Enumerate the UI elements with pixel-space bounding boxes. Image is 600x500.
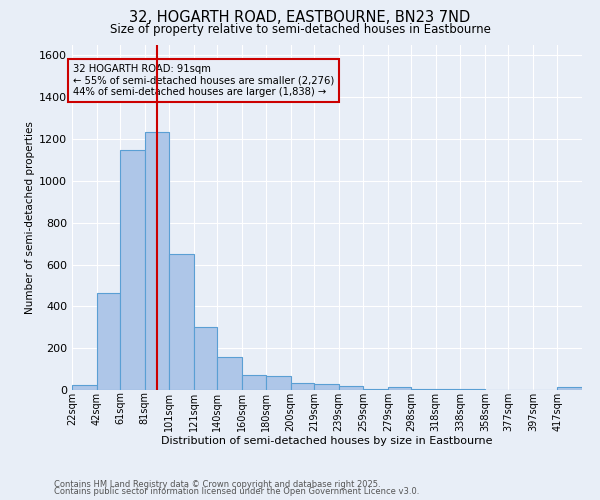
Text: Contains public sector information licensed under the Open Government Licence v3: Contains public sector information licen… xyxy=(54,487,419,496)
Bar xyxy=(460,389,485,390)
Bar xyxy=(97,293,120,390)
Bar xyxy=(314,384,338,390)
Text: Contains HM Land Registry data © Crown copyright and database right 2025.: Contains HM Land Registry data © Crown c… xyxy=(54,480,380,489)
Bar xyxy=(242,376,266,390)
Bar xyxy=(557,387,582,390)
X-axis label: Distribution of semi-detached houses by size in Eastbourne: Distribution of semi-detached houses by … xyxy=(161,436,493,446)
Bar xyxy=(266,376,291,390)
Bar xyxy=(145,132,169,390)
Bar xyxy=(217,356,242,390)
Bar xyxy=(411,389,436,390)
Y-axis label: Number of semi-detached properties: Number of semi-detached properties xyxy=(25,121,35,314)
Bar xyxy=(436,389,460,390)
Text: 32, HOGARTH ROAD, EASTBOURNE, BN23 7ND: 32, HOGARTH ROAD, EASTBOURNE, BN23 7ND xyxy=(130,10,470,25)
Bar xyxy=(291,382,314,390)
Bar xyxy=(338,386,363,390)
Bar xyxy=(169,254,194,390)
Bar xyxy=(194,328,217,390)
Bar xyxy=(120,150,145,390)
Text: 32 HOGARTH ROAD: 91sqm
← 55% of semi-detached houses are smaller (2,276)
44% of : 32 HOGARTH ROAD: 91sqm ← 55% of semi-det… xyxy=(73,64,334,97)
Bar xyxy=(388,387,411,390)
Bar xyxy=(363,389,388,390)
Bar xyxy=(72,385,97,390)
Text: Size of property relative to semi-detached houses in Eastbourne: Size of property relative to semi-detach… xyxy=(110,22,490,36)
